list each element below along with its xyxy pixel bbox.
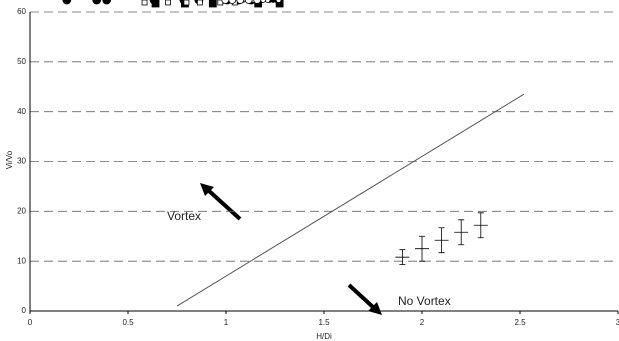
y-tick-label: 20 xyxy=(17,206,26,215)
point xyxy=(244,0,253,4)
point xyxy=(253,0,262,4)
point xyxy=(264,0,271,3)
y-tick-label: 50 xyxy=(17,57,26,66)
x-tick-label: 2.5 xyxy=(514,318,526,327)
y-tick-label: 40 xyxy=(17,107,26,116)
arrow xyxy=(200,183,242,221)
error-bar xyxy=(454,219,469,246)
x-tick-label: 0.5 xyxy=(122,318,134,327)
point xyxy=(165,0,171,6)
annotation: Vortex xyxy=(167,209,201,223)
y-tick-label: 10 xyxy=(17,256,26,265)
arrow xyxy=(347,283,382,315)
point xyxy=(236,0,245,4)
error-bar xyxy=(395,249,410,266)
x-tick-label: 2 xyxy=(420,318,425,327)
annotation: No Vortex xyxy=(398,294,451,308)
point xyxy=(102,0,112,5)
trend-line xyxy=(176,93,525,307)
x-tick-label: 1.5 xyxy=(318,318,330,327)
point xyxy=(275,0,282,3)
y-tick-label: 30 xyxy=(17,157,26,166)
point xyxy=(221,0,230,4)
y-tick-label: 0 xyxy=(22,306,27,315)
x-axis-label: H/Di xyxy=(316,332,332,341)
point xyxy=(260,0,267,3)
error-bar xyxy=(415,235,429,262)
point xyxy=(141,0,148,6)
point xyxy=(228,0,237,4)
point xyxy=(151,0,160,8)
point xyxy=(183,0,190,6)
point xyxy=(196,0,203,6)
point xyxy=(92,0,102,5)
x-tick-label: 1 xyxy=(224,318,229,327)
y-tick-label: 60 xyxy=(17,7,26,16)
point xyxy=(62,0,72,5)
error-bar xyxy=(473,212,488,239)
point xyxy=(208,0,217,8)
point xyxy=(275,0,284,8)
x-tick-label: 3 xyxy=(616,318,619,327)
y-axis-label: Vi/Vo xyxy=(5,150,14,169)
error-bar xyxy=(434,227,449,254)
x-tick-label: 0 xyxy=(28,318,33,327)
